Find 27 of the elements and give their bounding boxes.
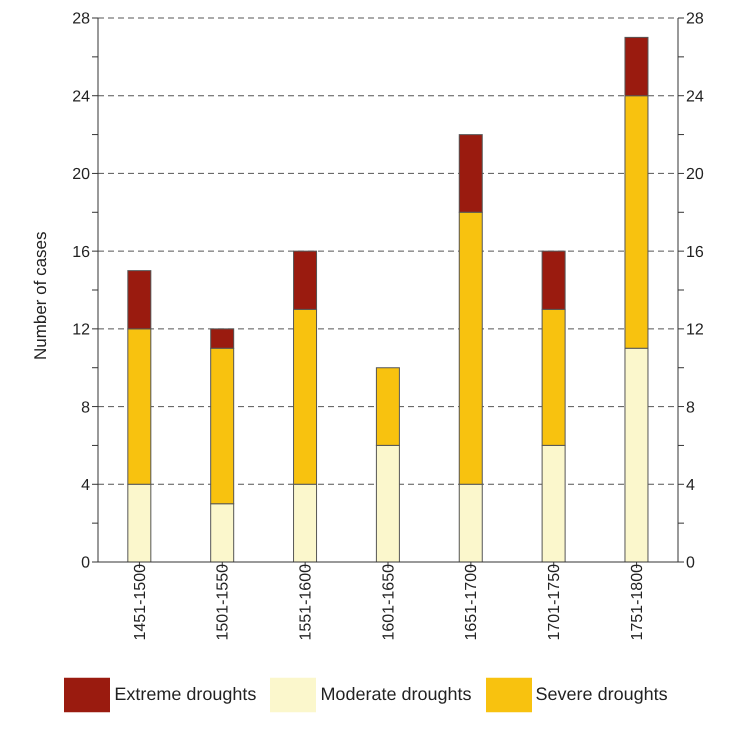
y2-tick-label: 12 <box>686 322 704 339</box>
y2-tick-label: 16 <box>686 244 704 261</box>
y2-tick-label: 8 <box>686 399 695 416</box>
x-tick-label: 1601-1650 <box>380 564 398 641</box>
legend-label: Moderate droughts <box>320 684 472 704</box>
y-tick-label: 24 <box>72 88 90 106</box>
legend-label: Extreme droughts <box>114 684 256 704</box>
legend-label: Severe droughts <box>536 684 668 704</box>
y-tick-label: 8 <box>81 399 90 416</box>
y2-tick-label: 24 <box>686 88 704 106</box>
y2-tick-label: 20 <box>686 166 704 184</box>
y-axis-title: Number of cases <box>31 232 50 360</box>
x-tick-label: 1651-1700 <box>463 564 480 641</box>
y2-tick-label: 4 <box>686 476 695 494</box>
y-tick-label: 28 <box>72 10 90 28</box>
y-tick-label: 12 <box>72 322 90 339</box>
x-tick-label: 1701-1750 <box>546 564 564 641</box>
y-tick-label: 4 <box>81 476 90 494</box>
y-tick-label: 20 <box>72 166 90 184</box>
x-tick-label: 1501-1550 <box>214 564 232 641</box>
x-tick-label: 1451-1500 <box>132 564 149 641</box>
y2-tick-label: 0 <box>686 554 695 572</box>
y-tick-label: 0 <box>81 554 90 572</box>
x-tick-label: 1751-1800 <box>628 564 646 641</box>
y-tick-label: 16 <box>72 244 90 261</box>
x-tick-label: 1551-1600 <box>298 564 315 641</box>
y2-tick-label: 28 <box>686 10 704 28</box>
